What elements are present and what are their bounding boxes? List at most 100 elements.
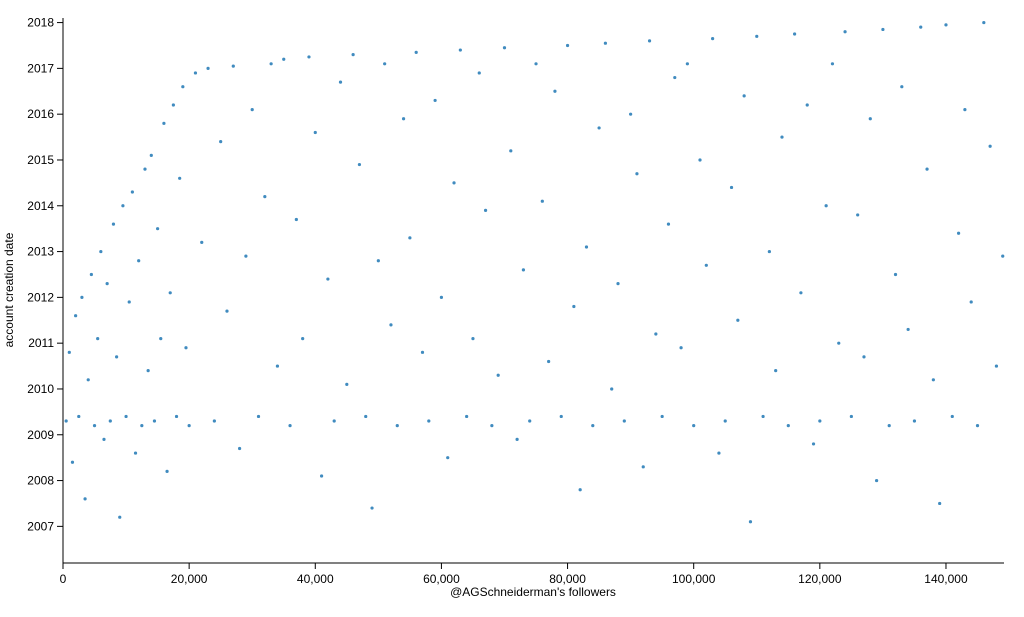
point — [446, 456, 450, 460]
point — [578, 488, 582, 492]
point — [982, 20, 986, 25]
point — [685, 62, 689, 66]
point — [534, 62, 538, 66]
point — [414, 50, 418, 54]
point — [925, 167, 929, 171]
y-axis-title: account creation date — [2, 232, 16, 347]
point — [92, 424, 97, 428]
point — [874, 478, 879, 483]
point — [127, 300, 131, 304]
point — [988, 144, 992, 148]
point — [723, 419, 727, 423]
y-tick-label: 2015 — [27, 153, 54, 167]
point — [591, 424, 595, 428]
point — [616, 282, 620, 286]
point — [496, 373, 500, 377]
x-tick-label: 40,000 — [297, 572, 334, 586]
point — [115, 355, 119, 359]
point — [755, 34, 759, 38]
point — [477, 71, 481, 75]
point — [433, 98, 437, 103]
point — [77, 414, 81, 419]
point — [698, 158, 702, 162]
point — [994, 364, 999, 368]
point — [629, 112, 633, 116]
point — [547, 359, 551, 364]
point — [99, 249, 103, 254]
point — [862, 355, 866, 359]
y-tick-label: 2017 — [27, 61, 54, 75]
x-tick-label: 0 — [60, 572, 67, 586]
point — [96, 336, 100, 341]
point — [301, 336, 305, 341]
point — [515, 437, 519, 441]
point — [742, 94, 746, 98]
point — [70, 460, 75, 464]
point — [319, 474, 324, 478]
point — [137, 259, 141, 263]
point — [679, 346, 683, 350]
point — [761, 414, 765, 419]
point — [159, 336, 163, 341]
point — [108, 419, 112, 423]
point — [559, 414, 563, 419]
point — [237, 446, 242, 451]
point — [244, 254, 248, 258]
point — [704, 263, 708, 267]
point — [843, 30, 847, 34]
point — [553, 89, 557, 93]
y-tick-label: 2014 — [27, 199, 54, 213]
point — [673, 75, 677, 80]
point — [121, 204, 125, 208]
point — [288, 424, 292, 428]
point — [748, 520, 753, 524]
point — [86, 378, 90, 382]
point — [83, 497, 87, 501]
point — [856, 213, 860, 217]
x-axis-title: @AGSchneiderman's followers — [450, 585, 616, 599]
x-tick-label: 20,000 — [171, 572, 208, 586]
point — [969, 300, 973, 304]
point — [572, 304, 576, 309]
y-tick-label: 2013 — [27, 245, 54, 259]
point — [178, 176, 182, 180]
point — [439, 295, 444, 299]
point — [584, 245, 589, 249]
point — [225, 309, 229, 313]
point — [881, 27, 885, 32]
point — [717, 451, 721, 455]
point — [938, 501, 942, 506]
point — [383, 62, 387, 66]
point — [597, 126, 601, 130]
point — [313, 130, 317, 135]
point — [168, 291, 172, 295]
point — [263, 195, 267, 199]
point — [944, 23, 948, 27]
point — [824, 204, 828, 208]
point — [490, 424, 494, 428]
point — [206, 66, 210, 70]
point — [887, 424, 891, 428]
point — [736, 318, 740, 322]
point — [294, 217, 298, 222]
point — [540, 199, 544, 203]
point — [165, 469, 169, 474]
point — [906, 327, 910, 332]
point — [212, 419, 216, 423]
y-tick-label: 2012 — [27, 290, 54, 304]
point — [357, 162, 362, 167]
point — [130, 190, 134, 194]
point — [332, 419, 336, 423]
point — [364, 414, 368, 419]
point — [799, 291, 803, 295]
point — [184, 346, 188, 350]
point — [140, 424, 144, 428]
point — [711, 37, 715, 41]
point — [452, 181, 456, 185]
point — [64, 419, 68, 423]
point — [647, 39, 652, 43]
point — [326, 277, 330, 281]
point — [893, 272, 898, 277]
point — [786, 424, 790, 428]
